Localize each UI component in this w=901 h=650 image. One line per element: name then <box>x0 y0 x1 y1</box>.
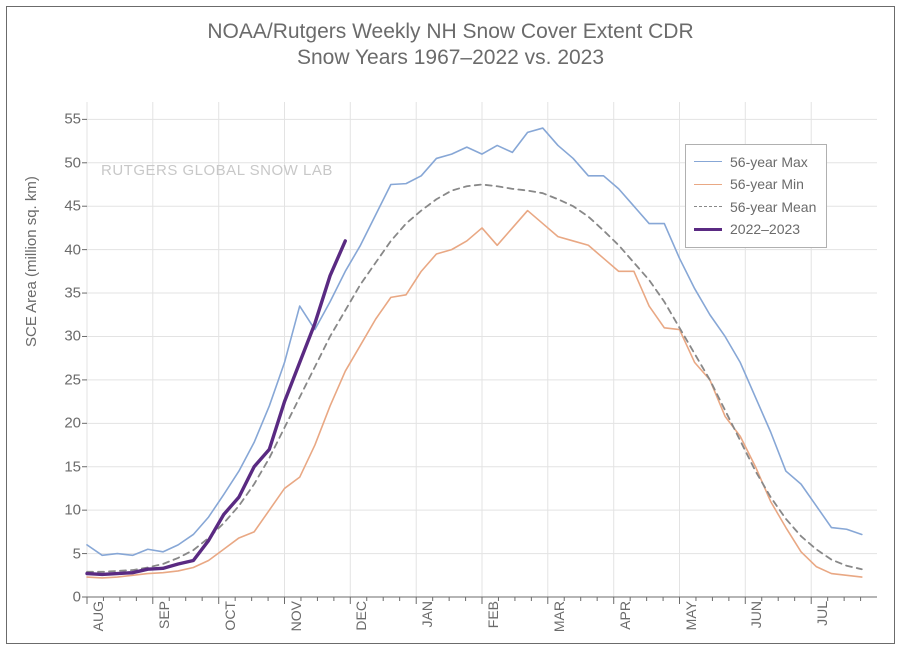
chart-title: NOAA/Rutgers Weekly NH Snow Cover Extent… <box>7 7 894 72</box>
legend-item: 56-year Max <box>694 151 816 173</box>
x-tick-label: NOV <box>288 601 304 631</box>
x-tick-label: JUL <box>814 601 830 626</box>
x-tick-label: MAY <box>683 601 699 630</box>
y-tick-label: 20 <box>64 415 81 432</box>
legend-item: 56-year Min <box>694 173 816 195</box>
legend-item: 2022–2023 <box>694 218 816 240</box>
legend-label: 2022–2023 <box>730 218 800 240</box>
x-tick-label: APR <box>617 601 633 630</box>
x-tick-label: JAN <box>419 601 435 627</box>
y-tick-label: 30 <box>64 328 81 345</box>
title-line-1: NOAA/Rutgers Weekly NH Snow Cover Extent… <box>7 19 894 45</box>
x-tick-label: OCT <box>222 601 238 631</box>
y-tick-label: 0 <box>73 589 81 606</box>
legend: 56-year Max56-year Min56-year Mean2022–2… <box>685 144 827 248</box>
legend-label: 56-year Min <box>730 173 804 195</box>
plot-area: 0510152025303540455055 AUGSEPOCTNOVDECJA… <box>87 102 877 597</box>
y-axis-label: SCE Area (million sq. km) <box>23 176 40 347</box>
watermark-text: RUTGERS GLOBAL SNOW LAB <box>101 162 333 179</box>
x-tick-label: MAR <box>551 601 567 632</box>
legend-item: 56-year Mean <box>694 196 816 218</box>
y-tick-label: 55 <box>64 111 81 128</box>
x-tick-label: SEP <box>156 601 172 629</box>
x-tick-label: JUN <box>748 601 764 628</box>
x-tick-label: DEC <box>353 601 369 631</box>
legend-label: 56-year Mean <box>730 196 816 218</box>
y-tick-label: 50 <box>64 154 81 171</box>
series-current <box>87 241 345 574</box>
x-tick-label: FEB <box>485 601 501 628</box>
y-tick-label: 45 <box>64 198 81 215</box>
y-tick-label: 5 <box>73 545 81 562</box>
legend-label: 56-year Max <box>730 151 808 173</box>
title-line-2: Snow Years 1967–2022 vs. 2023 <box>7 45 894 71</box>
y-tick-label: 40 <box>64 241 81 258</box>
y-tick-label: 15 <box>64 458 81 475</box>
chart-frame: NOAA/Rutgers Weekly NH Snow Cover Extent… <box>6 6 895 644</box>
y-tick-label: 25 <box>64 371 81 388</box>
y-tick-label: 35 <box>64 285 81 302</box>
y-tick-label: 10 <box>64 502 81 519</box>
x-tick-label: AUG <box>90 601 106 631</box>
